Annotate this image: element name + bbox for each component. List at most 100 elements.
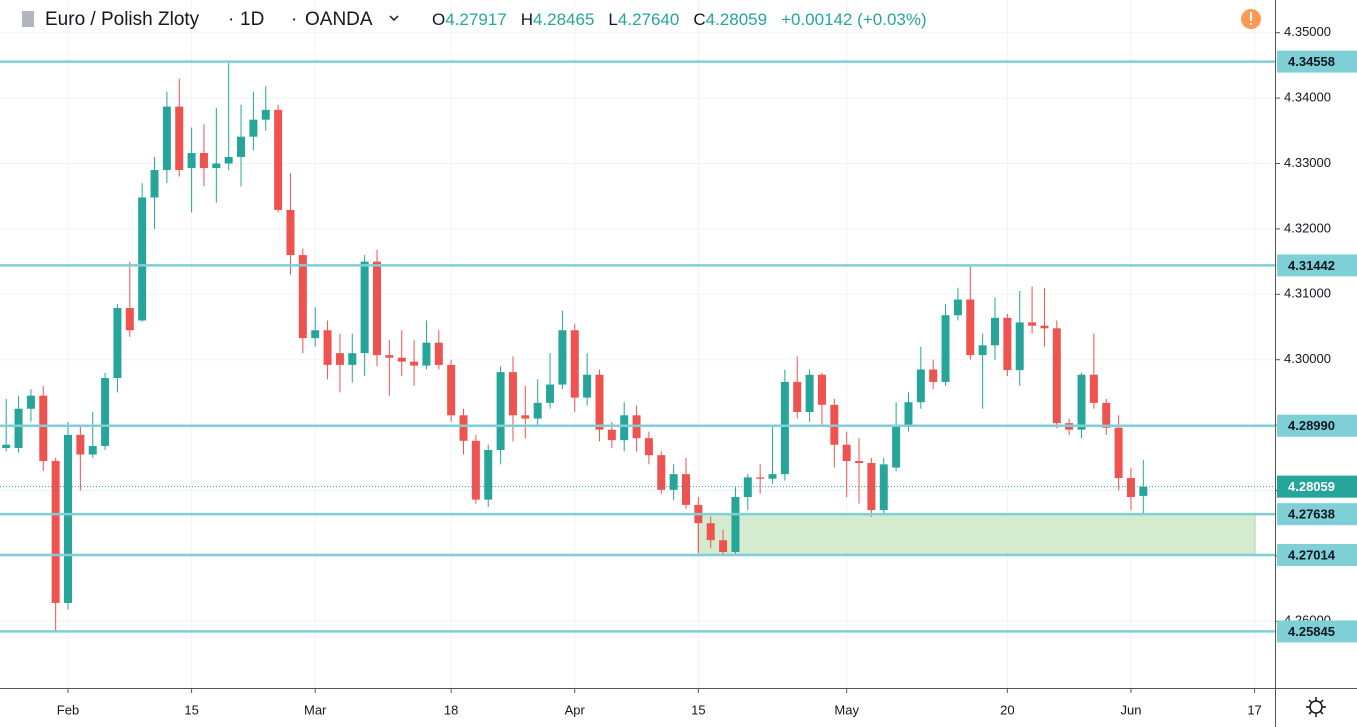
separator: · — [228, 9, 234, 30]
candle-body — [249, 119, 258, 137]
candle-body — [175, 106, 184, 171]
x-tick-label: 15 — [691, 702, 705, 717]
readout-value: 4.27640 — [618, 10, 679, 29]
level-label: 4.34558 — [1288, 54, 1335, 69]
candle-body — [162, 106, 171, 171]
candle-body — [941, 315, 950, 382]
candle-body — [743, 477, 752, 498]
candle-body — [558, 330, 567, 385]
candle-body — [224, 156, 233, 164]
candle-body — [64, 434, 72, 603]
candle-body — [261, 109, 270, 120]
level-label: 4.31442 — [1288, 258, 1335, 273]
change: +0.00142 (+0.03%) — [781, 10, 927, 29]
candle-body — [508, 372, 517, 416]
candle-body — [1139, 486, 1148, 496]
candle-body — [125, 308, 134, 331]
separator: · — [291, 9, 297, 30]
candle-body — [410, 361, 419, 366]
candle-body — [51, 461, 60, 603]
level-label-box — [1277, 254, 1357, 277]
candle-body — [311, 330, 320, 339]
level-label: 4.27638 — [1288, 507, 1335, 522]
candle-body — [14, 408, 23, 448]
candle-body — [1102, 402, 1111, 428]
candle-body — [669, 474, 678, 490]
level-label: 4.25845 — [1288, 624, 1335, 639]
readout: O4.27917 H4.28465 L4.27640 C4.28059 +0.00142… — [432, 10, 927, 29]
candle-body — [966, 299, 975, 356]
candle-body — [459, 415, 468, 441]
grid — [0, 0, 1275, 688]
candle-body — [39, 395, 48, 462]
candle-body — [929, 369, 938, 382]
candle-body — [187, 153, 196, 169]
x-tick-label: 18 — [444, 702, 458, 717]
candle-body — [607, 429, 616, 441]
readout-key: L — [608, 10, 617, 29]
readout-value: 4.28059 — [706, 10, 767, 29]
x-tick-label: 17 — [1247, 702, 1261, 717]
candle-body — [150, 170, 159, 198]
candle-body — [434, 342, 443, 365]
settings-icon[interactable] — [1306, 697, 1326, 717]
candle-body — [1003, 317, 1012, 371]
candle-body — [595, 374, 604, 430]
candle-body — [953, 299, 962, 316]
candle-body — [76, 434, 85, 455]
candle-body — [682, 474, 690, 505]
readout-value: 4.28465 — [533, 10, 594, 29]
candle-body — [731, 497, 740, 552]
candle-body — [2, 444, 11, 448]
candle-body — [212, 163, 221, 169]
x-tick-label: Apr — [565, 702, 586, 717]
candle-body — [892, 425, 901, 468]
candle-body — [397, 357, 406, 362]
candle-body — [286, 209, 295, 256]
candle-body — [855, 461, 864, 464]
candle-body — [533, 402, 542, 419]
candle-body — [88, 446, 97, 455]
candle-body — [360, 261, 369, 354]
x-tick-label: 15 — [184, 702, 198, 717]
candle-body — [274, 109, 283, 210]
candle-body — [1077, 374, 1086, 430]
readout-key: C — [693, 10, 705, 29]
candle-body — [1015, 322, 1024, 371]
candle-body — [756, 477, 765, 479]
header: Euro / Polish Zloty · 1D · OANDA O4.2791… — [22, 9, 1261, 30]
axes: 4.260004.270004.280004.290004.300004.310… — [57, 24, 1357, 717]
x-tick-label: Feb — [57, 702, 79, 717]
level-label-box — [1277, 414, 1357, 437]
x-tick-label: Jun — [1120, 702, 1141, 717]
level-label-box — [1277, 543, 1357, 566]
readout-key: H — [521, 10, 533, 29]
candle-body — [199, 153, 208, 169]
candle-body — [719, 540, 728, 552]
y-tick-label: 4.30000 — [1284, 351, 1331, 366]
level-label-box — [1277, 50, 1357, 73]
candle-body — [298, 255, 307, 339]
candle-body — [385, 355, 394, 358]
candle-body — [780, 381, 789, 475]
alert-icon-mark — [1250, 23, 1252, 25]
candle-body — [546, 384, 555, 403]
plot — [0, 60, 1275, 633]
candle-body — [26, 395, 35, 409]
candle-body — [570, 330, 579, 398]
candle-body — [842, 444, 851, 462]
alert-icon-mark — [1250, 12, 1252, 21]
x-tick-label: Mar — [304, 702, 327, 717]
candle-body — [335, 353, 344, 365]
source: OANDA — [305, 9, 373, 30]
dropdown-icon[interactable] — [389, 15, 399, 22]
candle-body — [521, 415, 530, 419]
candle-body — [1028, 322, 1037, 326]
readout-key: O — [432, 10, 445, 29]
candle-body — [768, 474, 777, 479]
candle-body — [644, 438, 653, 456]
last-price-label: 4.28059 — [1288, 479, 1335, 494]
candle-body — [1040, 325, 1049, 329]
y-tick-label: 4.32000 — [1284, 220, 1331, 235]
